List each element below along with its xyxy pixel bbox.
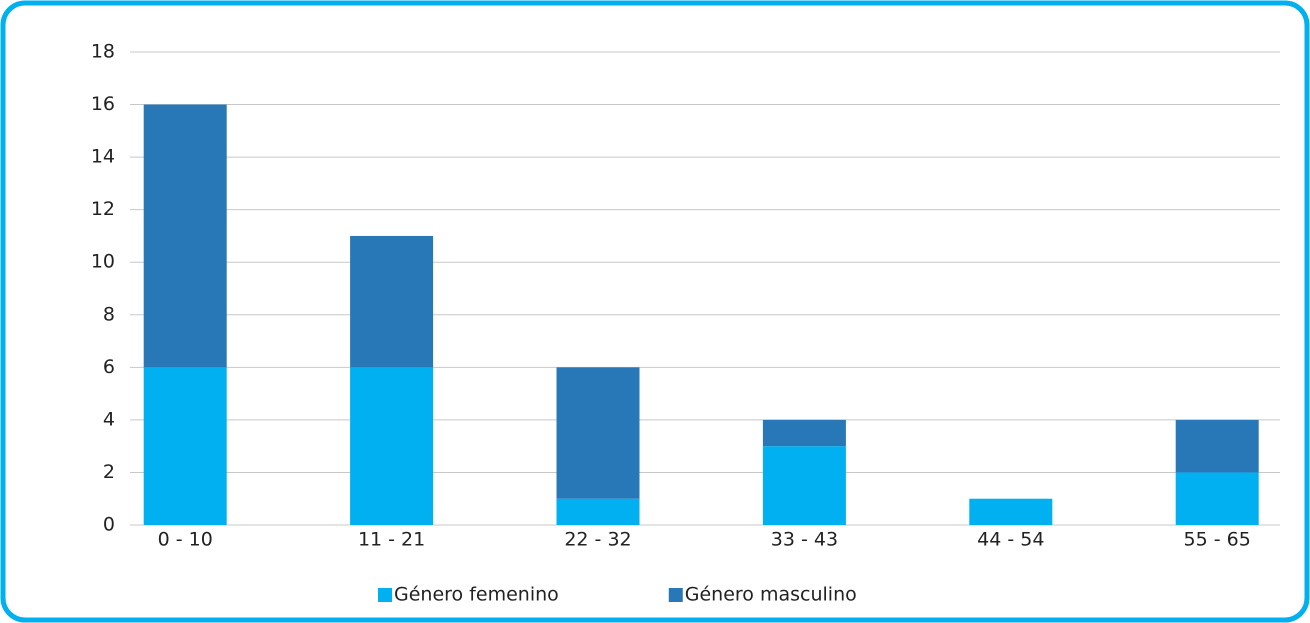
x-tick-label: 22 - 32 [564, 529, 631, 551]
x-tick-label: 0 - 10 [158, 529, 213, 551]
legend-swatch [378, 588, 392, 602]
legend-swatch [668, 588, 683, 602]
legend-label: Género femenino [394, 584, 559, 606]
y-tick-label: 2 [103, 461, 115, 483]
legend-label: Género masculino [685, 584, 857, 606]
bar-segment [762, 446, 846, 525]
y-tick-label: 10 [91, 251, 115, 273]
bar-segment [762, 419, 846, 447]
bar-segment [143, 367, 227, 525]
y-tick-label: 4 [103, 408, 115, 430]
y-tick-label: 0 [103, 514, 115, 536]
x-tick-label: 44 - 54 [977, 529, 1044, 551]
y-tick-label: 14 [91, 146, 115, 168]
y-tick-label: 18 [91, 41, 115, 63]
bar-segment [350, 235, 434, 368]
bar-segment [969, 498, 1053, 525]
bar-segment [1175, 419, 1259, 473]
bar-segment [1175, 472, 1259, 525]
y-tick-label: 16 [91, 93, 115, 115]
x-tick-label: 33 - 43 [771, 529, 838, 551]
y-tick-label: 6 [103, 356, 115, 378]
bar-segment [556, 498, 640, 525]
x-tick-label: 55 - 65 [1184, 529, 1251, 551]
x-tick-label: 11 - 21 [358, 529, 425, 551]
bar-segment [556, 367, 640, 499]
bar-segment [350, 367, 434, 525]
y-tick-label: 12 [91, 198, 115, 220]
bar-segment [143, 104, 227, 368]
y-tick-label: 8 [103, 303, 115, 325]
